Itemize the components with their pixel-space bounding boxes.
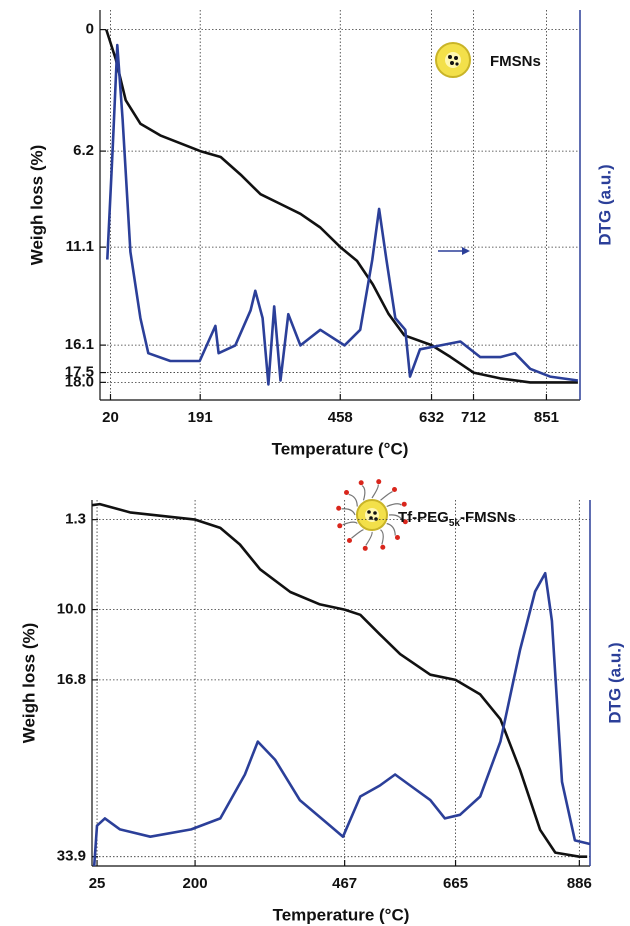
data-line <box>92 571 591 867</box>
tf-ligand <box>402 519 408 525</box>
data-line <box>105 29 578 384</box>
peg-chain <box>371 484 379 499</box>
y-tick-label: 10.0 <box>57 601 86 618</box>
x-tick-label: 886 <box>567 875 592 892</box>
x-tick-label: 191 <box>188 409 213 426</box>
peg-chain <box>342 521 358 526</box>
y2-axis-label: DTG (a.u.) <box>595 164 614 245</box>
tf-ligand <box>380 544 386 550</box>
x-tick-label: 851 <box>534 409 559 426</box>
peg-chain <box>365 531 373 546</box>
core-dot <box>373 511 377 515</box>
x-tick-label: 458 <box>328 409 353 426</box>
y-tick-label: 11.1 <box>66 238 94 255</box>
annotation-part: -FMSNs <box>460 509 516 526</box>
annotation: FMSNs <box>490 53 541 70</box>
x-tick-label: 467 <box>332 875 357 892</box>
tf-ligand <box>394 535 400 541</box>
y-axis-label: Weigh loss (%) <box>27 145 46 266</box>
tf-ligand <box>336 505 342 511</box>
y-axis-label: Weigh loss (%) <box>19 623 38 744</box>
x-tick-label: 200 <box>183 875 208 892</box>
y-tick-label: 16.1 <box>65 336 94 353</box>
tf-ligand <box>362 545 368 551</box>
annotation-part: Tf-PEG <box>398 509 449 526</box>
tf-ligand <box>344 489 350 495</box>
particle-icon <box>435 42 471 78</box>
x-tick-label: 665 <box>443 875 468 892</box>
y-tick-label: 33.9 <box>57 848 86 865</box>
tf-ligand <box>346 537 352 543</box>
peg-chain <box>351 529 364 539</box>
annotation: Tf-PEG5k-FMSNs <box>398 509 516 529</box>
data-line <box>106 43 579 386</box>
arrow <box>438 247 470 255</box>
peg-chain <box>386 522 396 536</box>
y-tick-label: 0 <box>86 21 94 38</box>
data-line <box>91 502 588 858</box>
x-tick-label: 632 <box>419 409 444 426</box>
x-tick-label: 20 <box>102 409 119 426</box>
core-dot <box>369 516 373 520</box>
peg-chain <box>386 503 402 508</box>
peg-chain <box>380 529 384 545</box>
particle-icon <box>336 479 408 551</box>
tf-ligand <box>392 487 398 493</box>
core-dot <box>374 517 378 521</box>
peg-chain <box>348 493 358 507</box>
x-tick-label: 712 <box>461 409 486 426</box>
tf-ligand <box>358 480 364 486</box>
peg-chain <box>388 514 403 522</box>
x-axis-label: Temperature (°C) <box>273 905 410 924</box>
y-tick-label: 17.5 <box>65 364 94 381</box>
y-tick-label: 6.2 <box>73 142 94 159</box>
y-tick-label: 18.0 <box>65 373 94 390</box>
peg-chain <box>380 491 393 501</box>
x-tick-label: 25 <box>89 875 106 892</box>
y-tick-label: 16.8 <box>57 671 86 688</box>
tf-ligand <box>337 523 343 529</box>
x-axis-label: Temperature (°C) <box>272 439 409 458</box>
y-tick-label: 1.3 <box>65 511 86 528</box>
annotation-part: 5k <box>449 518 461 529</box>
peg-chain <box>361 485 366 501</box>
y2-axis-label: DTG (a.u.) <box>605 642 624 723</box>
peg-chain <box>341 508 356 516</box>
core-dot <box>367 510 371 514</box>
tf-ligand <box>376 479 382 485</box>
tf-ligand <box>401 501 407 507</box>
